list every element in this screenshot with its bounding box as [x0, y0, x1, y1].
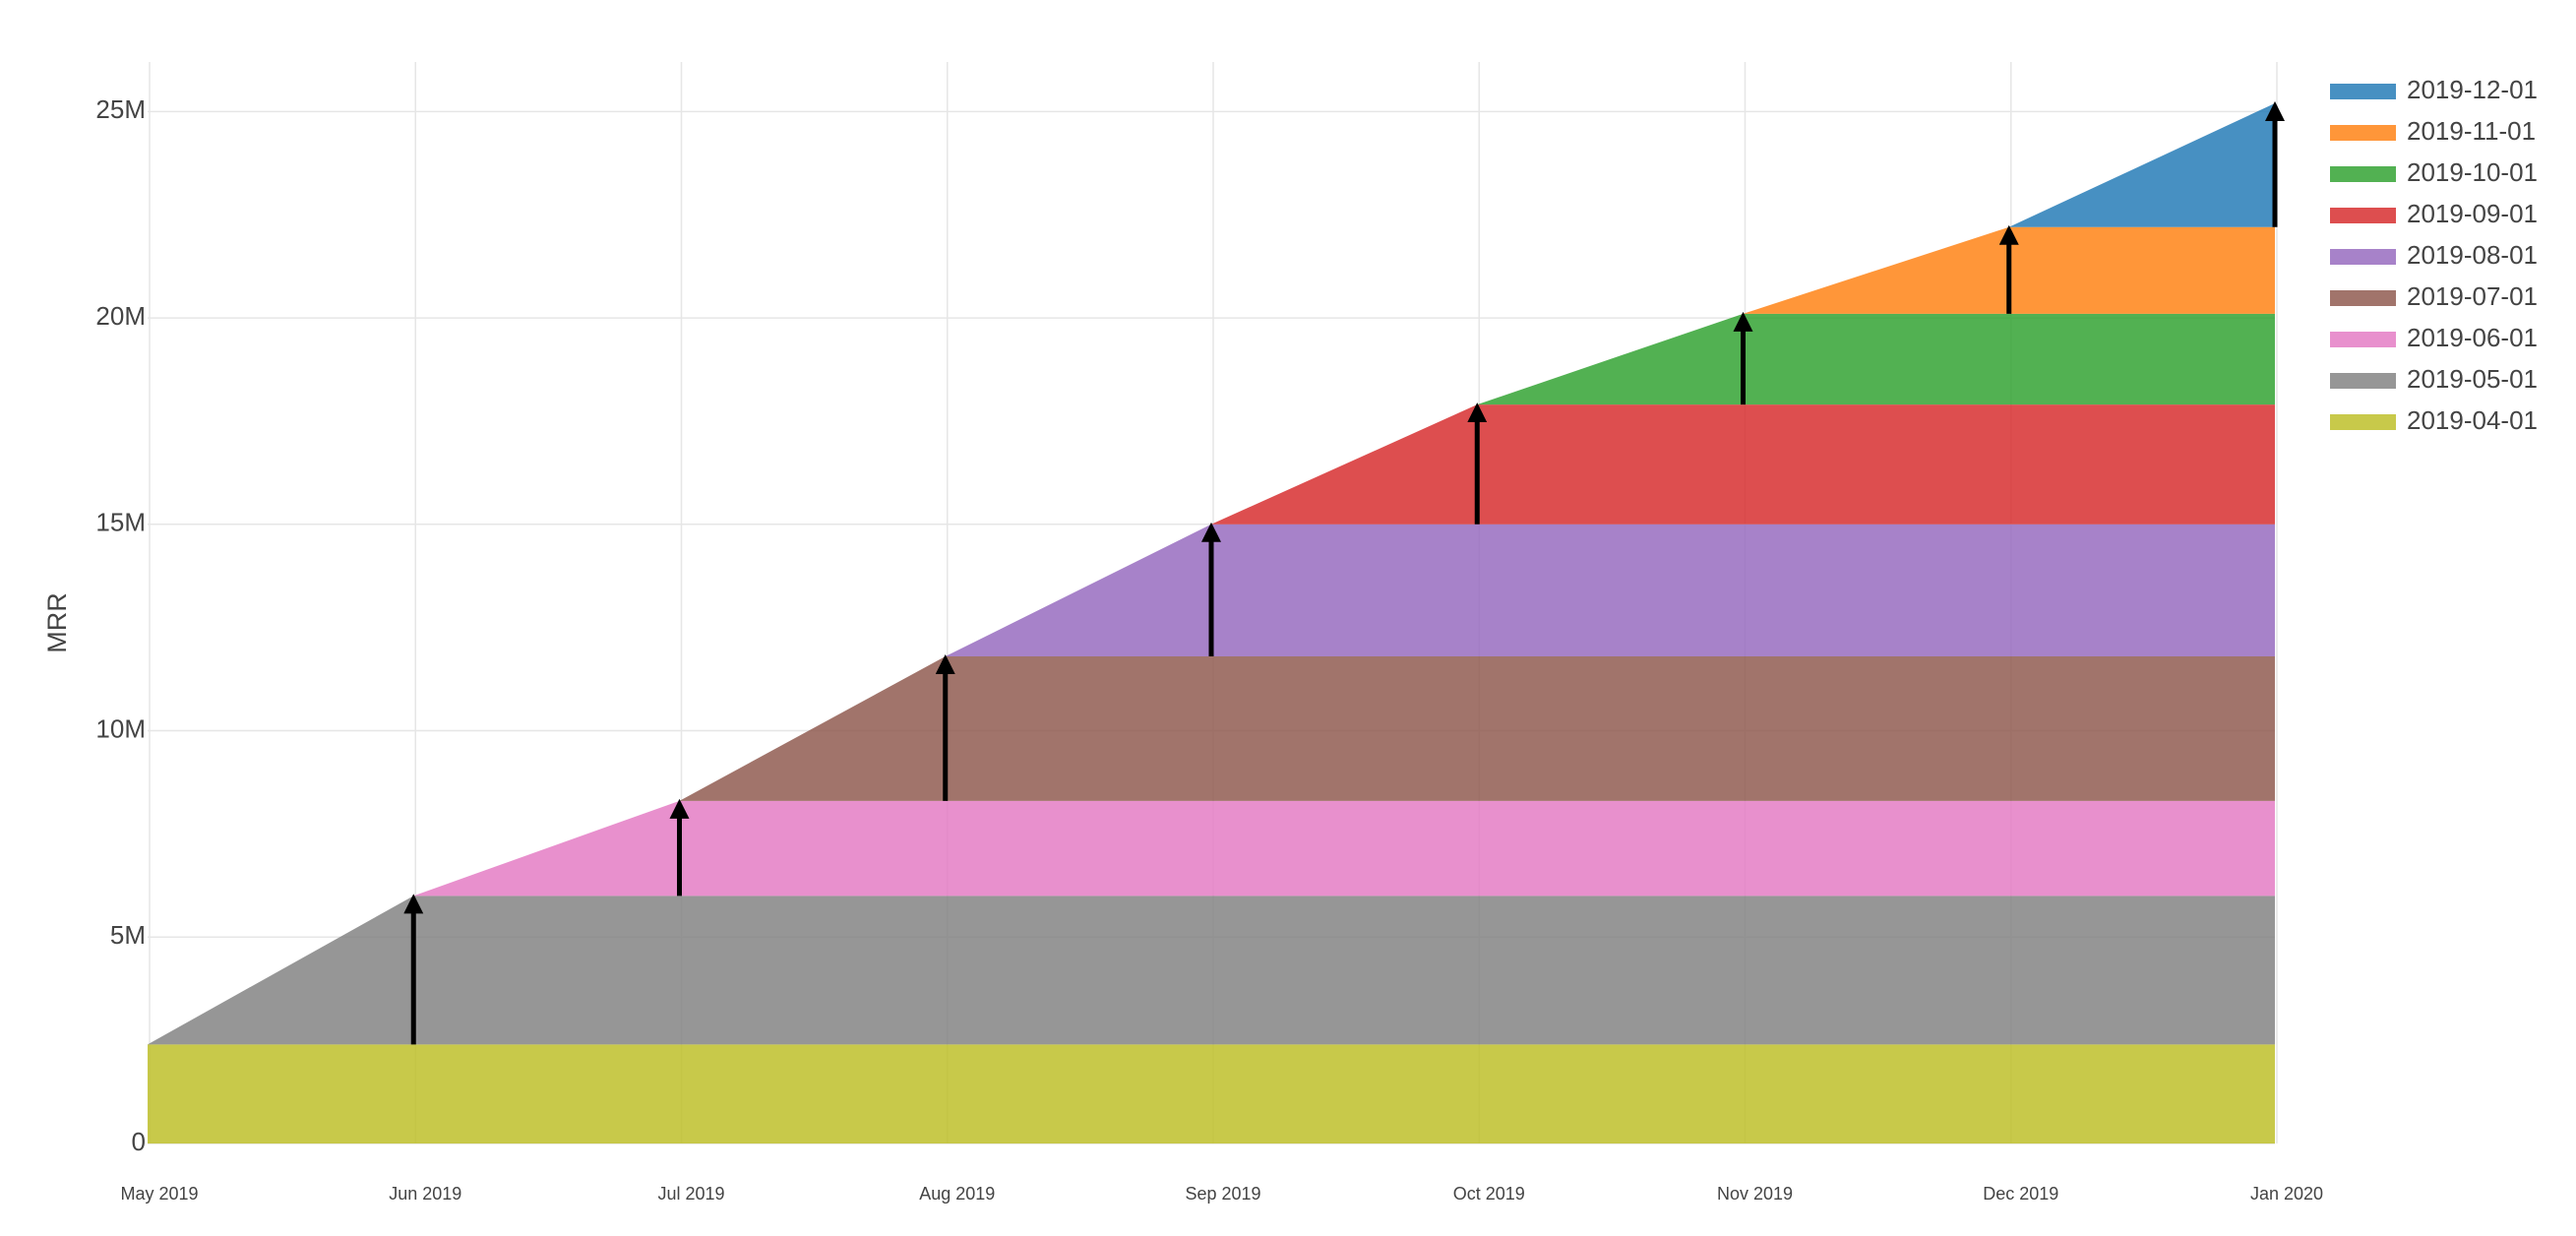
y-tick-label: 0 [132, 1127, 146, 1156]
area [148, 1044, 2275, 1143]
x-tick-label: Sep 2019 [1185, 1184, 1260, 1204]
legend-swatch [2330, 373, 2396, 389]
x-tick-label: Jan 2020 [2250, 1184, 2323, 1204]
x-tick-label: Nov 2019 [1717, 1184, 1793, 1204]
x-tick-label: Jul 2019 [657, 1184, 724, 1204]
area [148, 313, 2275, 1045]
x-tick-label: Oct 2019 [1453, 1184, 1525, 1204]
area [148, 226, 2275, 1045]
x-tick-label: Dec 2019 [1983, 1184, 2058, 1204]
y-tick-label: 10M [95, 713, 146, 743]
legend-label: 2019-10-01 [2407, 157, 2538, 187]
area [148, 656, 2275, 1045]
y-tick-label: 15M [95, 508, 146, 537]
legend-label: 2019-12-01 [2407, 75, 2538, 104]
legend-label: 2019-07-01 [2407, 281, 2538, 311]
y-tick-label: 25M [95, 94, 146, 124]
legend-label: 2019-05-01 [2407, 364, 2538, 394]
legend-swatch [2330, 414, 2396, 430]
legend-label: 2019-04-01 [2407, 405, 2538, 435]
y-tick-label: 20M [95, 301, 146, 331]
x-tick-label: Jun 2019 [389, 1184, 461, 1204]
legend-label: 2019-08-01 [2407, 240, 2538, 270]
area [148, 524, 2275, 1045]
y-axis-title: MRR [42, 592, 72, 653]
legend-swatch [2330, 249, 2396, 265]
legend-swatch [2330, 290, 2396, 306]
x-tick-label: May 2019 [120, 1184, 198, 1204]
legend-label: 2019-11-01 [2407, 116, 2536, 146]
area [148, 896, 2275, 1045]
legend-swatch [2330, 84, 2396, 99]
legend-swatch [2330, 332, 2396, 347]
y-tick-label: 5M [110, 920, 146, 950]
legend-swatch [2330, 125, 2396, 141]
legend-swatch [2330, 166, 2396, 182]
x-tick-label: Aug 2019 [919, 1184, 995, 1204]
area [148, 404, 2275, 1045]
legend-label: 2019-06-01 [2407, 323, 2538, 352]
legend-swatch [2330, 208, 2396, 223]
legend-label: 2019-09-01 [2407, 199, 2538, 228]
